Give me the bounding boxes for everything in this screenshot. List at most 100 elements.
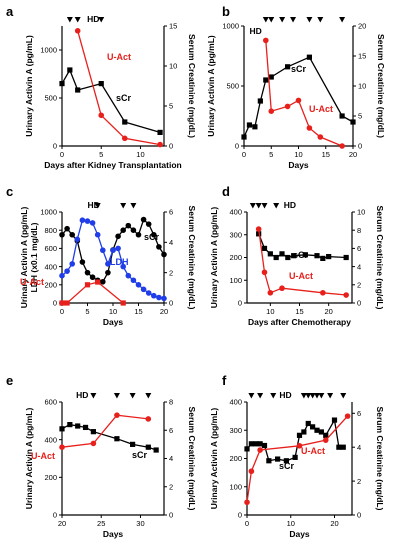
- data-point: [122, 119, 128, 125]
- data-point: [59, 81, 65, 87]
- data-point: [151, 292, 157, 299]
- series-line-uact: [77, 30, 161, 146]
- hd-marker: [257, 393, 264, 399]
- hd-label: HD: [279, 390, 291, 400]
- data-point: [156, 294, 162, 301]
- data-point: [98, 81, 104, 87]
- data-point: [252, 124, 258, 130]
- data-point: [283, 458, 289, 464]
- data-point: [84, 269, 91, 276]
- hd-marker: [120, 203, 127, 209]
- y-left-tick-label: 0: [53, 142, 57, 151]
- data-point: [241, 134, 247, 140]
- y-left-tick-label: 300: [229, 426, 242, 435]
- y-right-tick-label: 6: [357, 244, 361, 253]
- data-point: [121, 135, 128, 142]
- data-point: [291, 253, 297, 259]
- data-point: [255, 226, 262, 232]
- data-point: [151, 231, 157, 238]
- y-left-tick-label: 400: [44, 435, 57, 444]
- data-point: [82, 424, 89, 431]
- x-tick-label: 20: [324, 307, 332, 316]
- data-point: [110, 247, 116, 254]
- x-tick-label: 0: [242, 150, 246, 159]
- x-tick-label: 0: [60, 307, 64, 316]
- x-tick-label: 0: [60, 150, 64, 159]
- hd-marker: [305, 393, 312, 399]
- data-point: [320, 255, 326, 262]
- hd-label: HD: [87, 14, 99, 24]
- data-point: [114, 436, 120, 442]
- series-label: sCr: [293, 250, 309, 260]
- x-axis-label: Days after Kidney Transplantation: [44, 160, 181, 170]
- series-label: U-Act: [301, 446, 325, 456]
- hd-marker: [273, 203, 280, 209]
- hd-marker: [90, 393, 97, 399]
- y-axis-left-label: LDH (x0.1 mg/dL): [29, 222, 39, 292]
- data-point: [105, 261, 111, 267]
- data-point: [253, 441, 259, 447]
- data-point: [130, 441, 136, 447]
- y-axis-right-label: Serum Creatinine (mg/dL): [376, 34, 386, 138]
- hd-label: HD: [88, 200, 100, 210]
- data-point: [344, 413, 351, 419]
- data-point: [145, 416, 152, 422]
- y-right-tick-label: 4: [357, 262, 361, 271]
- hd-marker: [268, 17, 275, 23]
- data-point: [285, 64, 291, 70]
- data-point: [275, 456, 281, 462]
- panel-e: e 20 25 30 0 200 400 600 0 2 4 6 8 Days Urinary Activi…: [6, 373, 197, 539]
- data-point: [244, 499, 250, 506]
- x-axis-label: Days: [289, 529, 310, 539]
- series-label: U-Act: [289, 271, 313, 281]
- data-point: [90, 429, 96, 435]
- series-label: U-Act: [309, 104, 333, 114]
- y-right-tick-label: 0: [357, 299, 361, 308]
- hd-marker: [290, 17, 297, 23]
- data-point: [120, 227, 126, 233]
- data-point: [115, 233, 121, 240]
- x-axis-label: Days: [103, 529, 124, 539]
- series-line-uact: [265, 40, 343, 147]
- data-point: [130, 277, 137, 284]
- panel-a: a 0 5 10 0 500 1000 0 5 10 15 Days after Kidney Tra…: [6, 4, 197, 170]
- y-right-tick-label: 10: [358, 82, 366, 91]
- data-point: [98, 112, 105, 119]
- y-left-tick-label: 200: [229, 253, 242, 262]
- panel-letter: e: [6, 373, 13, 388]
- x-tick-label: 10: [266, 307, 274, 316]
- y-left-tick-label: 200: [44, 281, 57, 290]
- data-point: [125, 272, 132, 279]
- data-point: [69, 261, 75, 267]
- x-tick-label: 25: [97, 519, 105, 528]
- y-right-tick-label: 2: [169, 268, 173, 277]
- y-right-tick-label: 6: [357, 409, 361, 418]
- data-point: [306, 54, 312, 60]
- series-line-uact: [258, 229, 347, 296]
- data-point: [261, 269, 268, 276]
- y-left-tick-label: 100: [229, 482, 242, 491]
- series-label: sCr: [116, 93, 132, 103]
- y-left-tick-label: 0: [235, 142, 239, 151]
- y-left-tick-label: 400: [229, 398, 242, 407]
- y-left-tick-label: 400: [229, 208, 242, 217]
- data-point: [285, 254, 291, 261]
- series-line-uact: [62, 281, 124, 304]
- data-point: [89, 220, 96, 226]
- hd-marker: [145, 393, 152, 399]
- series-line-uact: [61, 414, 149, 448]
- y-left-tick-label: 1000: [222, 22, 239, 31]
- hd-label: HD: [284, 200, 296, 210]
- data-point: [140, 216, 147, 223]
- y-left-tick-label: 100: [229, 276, 242, 285]
- data-point: [89, 274, 96, 281]
- y-left-tick-label: 1000: [40, 208, 57, 217]
- y-right-tick-label: 2: [357, 477, 361, 486]
- data-point: [266, 458, 272, 464]
- y-left-tick-label: 600: [44, 398, 57, 407]
- data-point: [79, 259, 86, 265]
- series-line-scr: [246, 418, 344, 462]
